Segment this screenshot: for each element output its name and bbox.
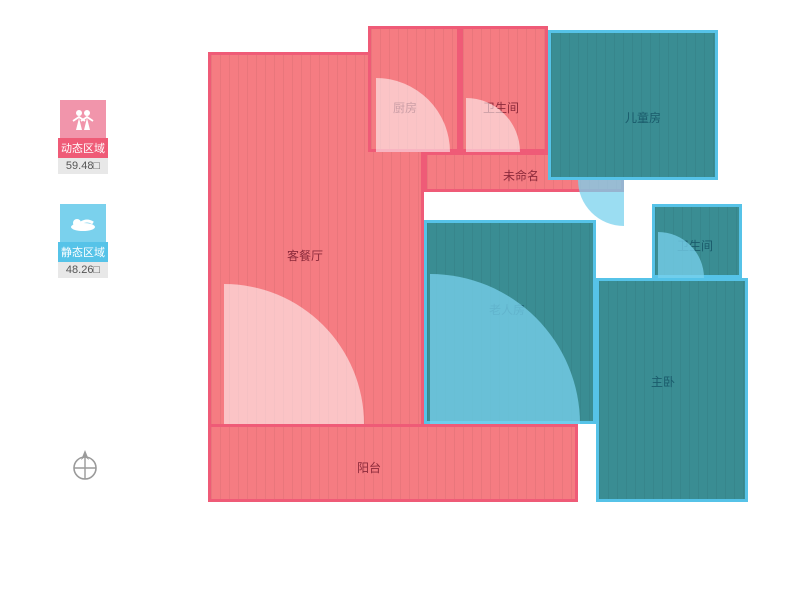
people-icon [60, 100, 106, 138]
room-elder: 老人房 [424, 220, 596, 424]
room-bath2: 卫生间 [652, 204, 742, 278]
room-label-bath1: 卫生间 [483, 99, 519, 116]
floorplan-canvas: 客餐厅厨房卫生间未命名阳台儿童房卫生间老人房主卧 [190, 26, 750, 536]
room-label-elder: 老人房 [489, 301, 525, 318]
legend-static-label: 静态区域 [58, 242, 108, 262]
room-label-unnamed: 未命名 [503, 167, 539, 184]
room-label-living: 客餐厅 [287, 247, 323, 264]
room-kitchen: 厨房 [368, 26, 460, 152]
legend-dynamic-label: 动态区域 [58, 138, 108, 158]
room-bath1: 卫生间 [460, 26, 548, 152]
legend-dynamic: 动态区域 59.48□ [58, 100, 108, 174]
sleep-icon [60, 204, 106, 242]
room-label-balcony: 阳台 [357, 459, 381, 476]
compass-icon [70, 448, 100, 487]
legend-static: 静态区域 48.26□ [58, 204, 108, 278]
room-label-master: 主卧 [651, 373, 675, 390]
legend-static-value: 48.26□ [58, 262, 108, 278]
room-child: 儿童房 [548, 30, 718, 180]
room-label-kitchen: 厨房 [393, 99, 417, 116]
room-label-child: 儿童房 [625, 109, 661, 126]
legend-dynamic-value: 59.48□ [58, 158, 108, 174]
room-balcony: 阳台 [208, 424, 578, 502]
room-label-bath2: 卫生间 [677, 237, 713, 254]
legend: 动态区域 59.48□ 静态区域 48.26□ [58, 100, 108, 308]
room-master: 主卧 [596, 278, 748, 502]
